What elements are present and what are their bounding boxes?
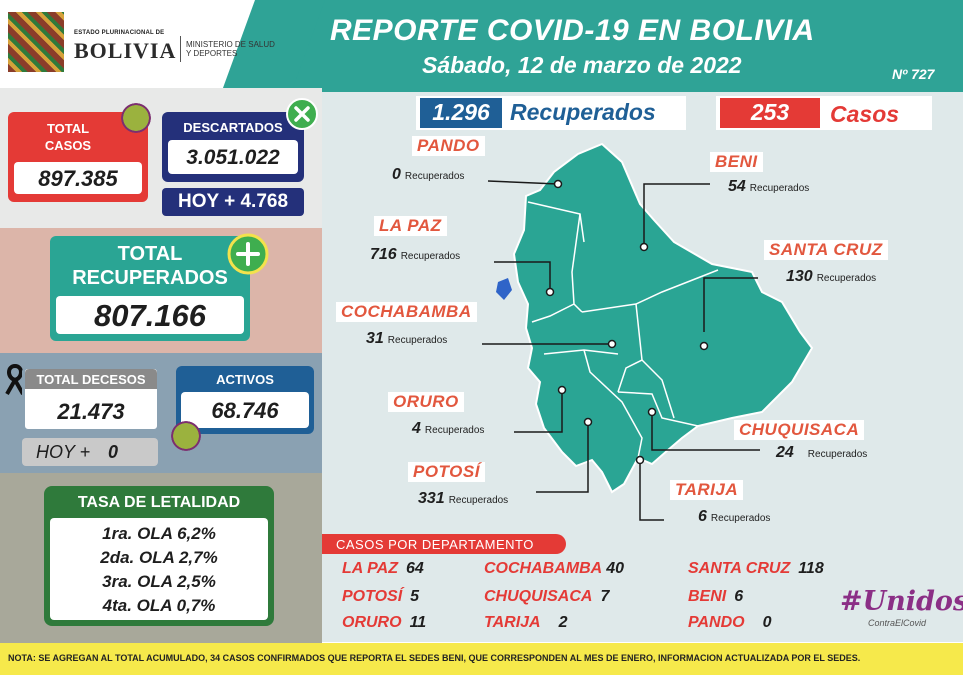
region-recovered-cochabamba: 31 Recuperados xyxy=(366,330,448,347)
dept-cases-row: ORURO 11 xyxy=(342,614,427,631)
cases-today-value: 253 xyxy=(750,99,790,125)
dept-cases-row: BENI 6 xyxy=(688,588,744,605)
deaths-today-label: HOY + xyxy=(36,442,91,462)
region-name-tarija: TARIJA xyxy=(670,480,744,500)
region-recovered-santa-cruz: 130 Recuperados xyxy=(786,268,877,285)
dept-cases-row: SANTA CRUZ 118 xyxy=(688,560,824,577)
active-cases-label: ACTIVOS xyxy=(216,372,274,387)
total-deaths-card: TOTAL DECESOS 21.473 xyxy=(22,366,160,432)
active-cases-value: 68.746 xyxy=(211,398,279,423)
cases-today-label: Casos xyxy=(830,101,900,127)
deaths-today-value: 0 xyxy=(108,442,119,462)
region-recovered-potosi: 331 Recuperados xyxy=(418,490,509,507)
region-recovered-oruro: 4 Recuperados xyxy=(412,420,485,437)
region-recovered-chuquisaca: 24 Recuperados xyxy=(776,444,868,461)
region-recovered-beni: 54 Recuperados xyxy=(728,178,810,195)
dept-cases-row: COCHABAMBA 40 xyxy=(484,560,625,577)
close-circle-icon xyxy=(286,98,318,130)
cases-by-dept-header xyxy=(322,534,566,554)
dept-cases-row: LA PAZ 64 xyxy=(342,560,424,577)
region-name-beni: BENI xyxy=(710,152,763,172)
plus-circle-icon xyxy=(227,233,269,275)
total-deaths-label: TOTAL DECESOS xyxy=(36,372,146,387)
total-cases-label: TOTAL CASOS xyxy=(44,121,92,153)
dept-cases-row: POTOSÍ 5 xyxy=(342,588,420,605)
recovered-today-box xyxy=(420,98,502,128)
discarded-value: 3.051.022 xyxy=(186,146,280,169)
region-name-pando: PANDO xyxy=(412,136,485,156)
unidos-logo: #Unidos xyxy=(840,586,963,617)
region-name-santa-cruz: SANTA CRUZ xyxy=(764,240,888,260)
discarded-today: HOY + 4.768 xyxy=(177,191,289,212)
cases-today-box xyxy=(720,98,820,128)
total-cases-value: 897.385 xyxy=(38,166,118,191)
dept-cases-row: TARIJA 2 xyxy=(484,614,568,631)
dept-cases-row: CHUQUISACA 7 xyxy=(484,588,610,605)
region-name-cochabamba: COCHABAMBA xyxy=(336,302,477,322)
lethality-item: 3ra. OLA 2,5% xyxy=(102,572,216,591)
page-title: REPORTE COVID-19 EN BOLIVIA xyxy=(330,14,815,47)
cases-by-dept-title: CASOS POR DEPARTAMENTO xyxy=(336,537,534,552)
ministry-name: MINISTERIO DE SALUD Y DEPORTES xyxy=(186,40,275,58)
bolivia-map xyxy=(482,142,814,521)
bolivia-outline xyxy=(512,142,814,494)
region-recovered-pando: 0 Recuperados xyxy=(392,166,465,183)
discarded-label: DESCARTADOS xyxy=(183,120,283,135)
report-number: Nº 727 xyxy=(892,66,935,82)
discarded-today-card: HOY + 4.768 xyxy=(162,188,304,216)
discarded-card: DESCARTADOS 3.051.022 xyxy=(162,112,304,182)
region-name-la-paz: LA PAZ xyxy=(374,216,447,236)
lake-titicaca xyxy=(496,278,512,300)
region-name-chuquisaca: CHUQUISACA xyxy=(734,420,865,440)
lethality-list: 1ra. OLA 6,2% 2da. OLA 2,7% 3ra. OLA 2,5… xyxy=(50,518,268,620)
lethality-title: TASA DE LETALIDAD xyxy=(77,494,241,511)
brand-main: BOLIVIA xyxy=(74,38,177,63)
region-name-potosi: POTOSÍ xyxy=(408,462,485,482)
region-markers xyxy=(545,179,709,465)
header-banner xyxy=(290,0,963,92)
department-borders xyxy=(527,201,719,459)
virus-icon xyxy=(166,416,206,456)
lethality-card: TASA DE LETALIDAD 1ra. OLA 6,2% 2da. OLA… xyxy=(44,486,274,626)
total-recovered-label: TOTAL RECUPERADOS xyxy=(72,243,228,289)
deaths-today-card: HOY + 0 xyxy=(22,438,158,466)
lethality-item: 4ta. OLA 0,7% xyxy=(102,596,216,615)
footer-note: NOTA: SE AGREGAN AL TOTAL ACUMULADO, 34 … xyxy=(8,653,861,663)
footer-bar xyxy=(0,643,963,675)
total-recovered-card: TOTAL RECUPERADOS 807.166 xyxy=(50,236,250,341)
lethality-item: 2da. OLA 2,7% xyxy=(100,548,218,567)
recovered-today-value: 1.296 xyxy=(432,99,490,125)
total-deaths-value: 21.473 xyxy=(57,399,125,424)
region-recovered-tarija: 6 Recuperados xyxy=(698,508,771,525)
unidos-logo-tagline: ContraElCovid xyxy=(868,618,927,628)
virus-icon xyxy=(116,98,156,138)
leader-lines xyxy=(482,180,760,521)
bolivia-emblem-icon xyxy=(8,12,64,72)
lethality-item: 1ra. OLA 6,2% xyxy=(102,524,216,543)
region-recovered-la-paz: 716 Recuperados xyxy=(370,246,461,263)
brand-divider xyxy=(180,36,181,62)
report-date: Sábado, 12 de marzo de 2022 xyxy=(422,52,742,78)
total-recovered-value: 807.166 xyxy=(93,298,207,333)
region-name-oruro: ORURO xyxy=(388,392,464,412)
mourning-ribbon-icon xyxy=(5,364,25,395)
dept-cases-row: PANDO 0 xyxy=(688,614,772,631)
brand-top: ESTADO PLURINACIONAL DE xyxy=(74,30,165,36)
recovered-today-label: Recuperados xyxy=(510,99,656,125)
